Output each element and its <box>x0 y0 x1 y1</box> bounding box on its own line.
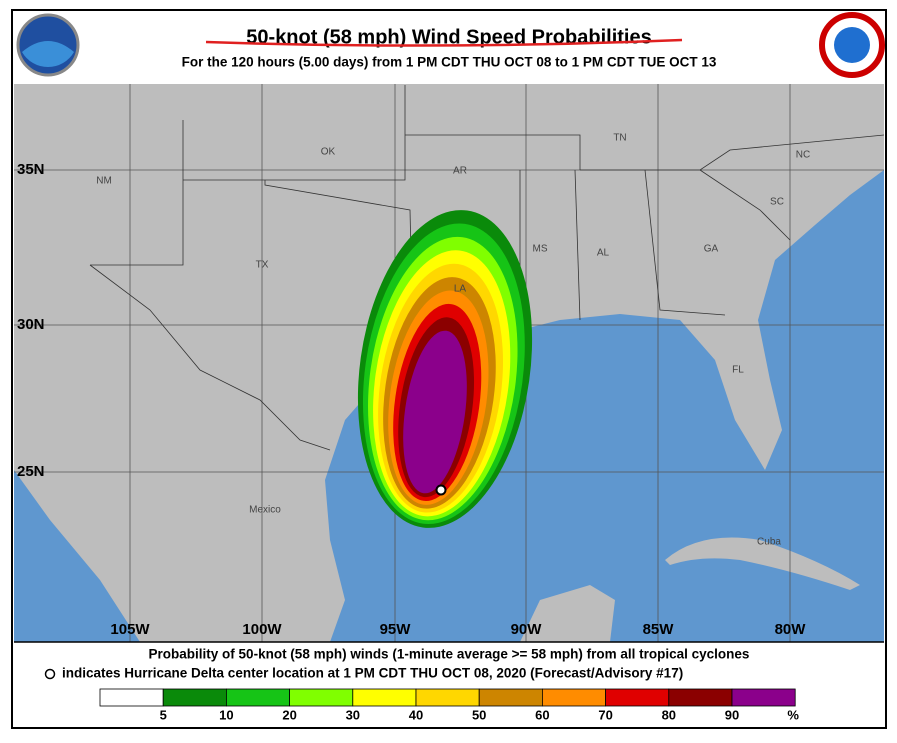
legend-swatch <box>542 688 607 707</box>
legend-swatch <box>352 688 417 707</box>
legend-tick-label: 90 <box>725 707 739 722</box>
legend-swatch <box>731 688 796 707</box>
region-label: AR <box>453 166 467 177</box>
region-label: FL <box>732 365 744 376</box>
title: 50-knot (58 mph) Wind Speed Probabilitie… <box>246 26 651 48</box>
lon-label: 95W <box>380 621 412 638</box>
nws-logo <box>819 12 885 78</box>
region-label: AL <box>597 248 610 259</box>
legend-tick-label: 10 <box>219 707 233 722</box>
region-label: LA <box>454 284 467 295</box>
center-symbol <box>44 668 56 680</box>
map <box>14 84 885 642</box>
lon-label: 85W <box>643 621 675 638</box>
legend-swatch <box>478 688 543 707</box>
lon-label: 100W <box>242 621 282 638</box>
legend-tick-label: 30 <box>346 707 360 722</box>
lon-label: 80W <box>775 621 807 638</box>
legend: 5 10 20 30 40 50 60 70 80 90% <box>99 688 799 722</box>
legend-tick-label: 20 <box>282 707 296 722</box>
legend-tick-label: 50 <box>472 707 486 722</box>
region-label: OK <box>321 147 336 158</box>
map-labels: NM OK AR TN NC TX MS AL GA SC LA FL Mexico Cuba 35N 30N… <box>17 133 810 638</box>
storm-center <box>435 484 447 496</box>
legend-tick-label: 40 <box>409 707 423 722</box>
footer <box>14 642 884 726</box>
lat-label: 30N <box>17 316 45 333</box>
legend-swatch <box>668 688 733 707</box>
legend-swatch <box>605 688 670 707</box>
lon-label: 105W <box>110 621 150 638</box>
legend-tick-label: 5 <box>160 707 167 722</box>
region-label: SC <box>770 197 784 208</box>
region-label: Cuba <box>757 537 781 548</box>
legend-swatch <box>162 688 227 707</box>
legend-tick-label: 80 <box>662 707 676 722</box>
contour <box>403 330 467 494</box>
region-label: NM <box>96 176 112 187</box>
subtitle: For the 120 hours (5.00 days) from 1 PM … <box>182 55 717 70</box>
legend-swatch <box>99 688 164 707</box>
legend-unit: % <box>787 707 799 722</box>
legend-tick-label: 70 <box>598 707 612 722</box>
footer-line: indicates Hurricane Delta center locatio… <box>62 666 683 681</box>
region-label: GA <box>704 244 719 255</box>
lon-label: 90W <box>511 621 543 638</box>
noaa-logo <box>16 13 80 77</box>
region-label: TX <box>256 260 269 271</box>
region-label: TN <box>613 133 626 144</box>
lat-label: 25N <box>17 463 45 480</box>
footer-line: Probability of 50-knot (58 mph) winds (1… <box>149 647 750 662</box>
underline-annotation <box>205 38 683 47</box>
legend-swatch <box>225 688 290 707</box>
region-label: NC <box>796 150 810 161</box>
lat-label: 35N <box>17 161 45 178</box>
region-label: Mexico <box>249 505 281 516</box>
legend-swatch <box>415 688 480 707</box>
region-label: MS <box>533 244 548 255</box>
probability-contours <box>357 210 533 528</box>
legend-swatch <box>289 688 354 707</box>
legend-tick-label: 60 <box>535 707 549 722</box>
